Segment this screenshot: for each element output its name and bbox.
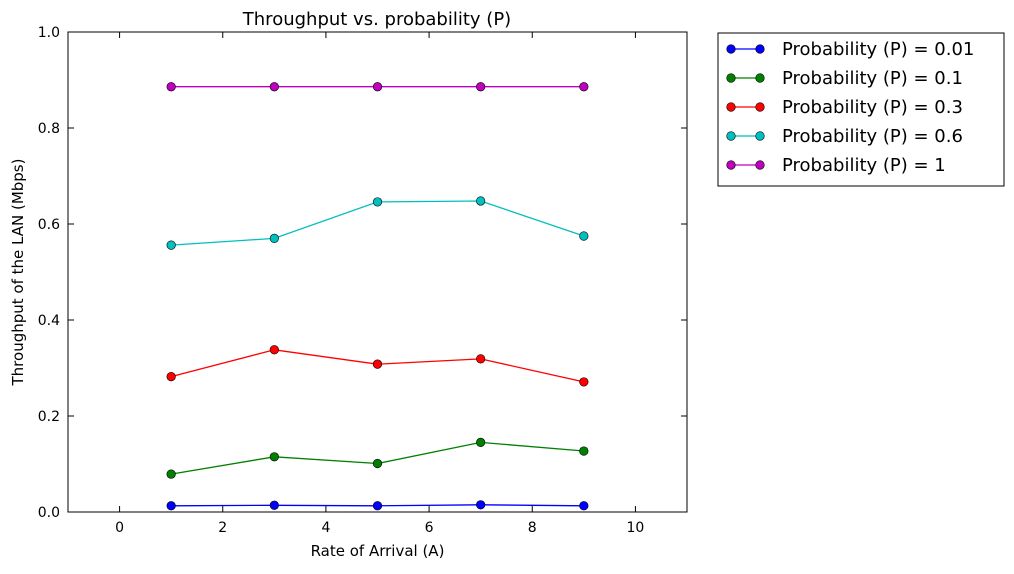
legend-marker-start-3 bbox=[726, 131, 736, 141]
y-tick-label-2: 0.4 bbox=[38, 313, 60, 329]
x-tick-label-0: 0 bbox=[115, 520, 124, 536]
legend-marker-start-0 bbox=[726, 44, 736, 54]
plot-frame bbox=[67, 31, 688, 513]
legend-marker-start-1 bbox=[726, 73, 736, 83]
legend: Probability (P) = 0.01 Probability (P) = … bbox=[717, 32, 1005, 187]
data-point-4-0 bbox=[166, 82, 176, 92]
legend-marker-start-2 bbox=[726, 102, 736, 112]
legend-marker-start-4 bbox=[726, 160, 736, 170]
legend-label-0: Probability (P) = 0.01 bbox=[782, 39, 974, 60]
legend-label-1: Probability (P) = 0.1 bbox=[782, 68, 963, 89]
data-point-4-1 bbox=[269, 82, 279, 92]
data-point-3-0 bbox=[166, 240, 176, 250]
legend-label-2: Probability (P) = 0.3 bbox=[782, 97, 963, 118]
x-tick-label-5: 10 bbox=[627, 520, 645, 536]
x-axis-label: Rate of Arrival (A) bbox=[311, 542, 445, 560]
data-point-3-4 bbox=[579, 231, 589, 241]
y-tick-label-0: 0.0 bbox=[38, 505, 60, 521]
data-point-2-4 bbox=[579, 377, 589, 387]
axes: 0 2 4 6 8 10 0.0 0.2 0.4 0.6 0.8 1.0 bbox=[38, 25, 688, 536]
legend-marker-end-1 bbox=[755, 73, 765, 83]
data-point-2-0 bbox=[166, 372, 176, 382]
x-tick-label-2: 4 bbox=[321, 520, 330, 536]
y-tick-label-4: 0.8 bbox=[38, 121, 60, 137]
data-point-2-2 bbox=[372, 359, 383, 369]
data-point-1-2 bbox=[372, 458, 383, 469]
x-tick-label-1: 2 bbox=[218, 520, 227, 536]
data-point-1-0 bbox=[166, 469, 176, 479]
chart-title: Throughput vs. probability (P) bbox=[242, 9, 511, 30]
series-line-3 bbox=[171, 200, 585, 246]
legend-marker-end-2 bbox=[755, 102, 765, 112]
data-point-4-3 bbox=[476, 82, 486, 92]
data-point-1-1 bbox=[269, 452, 279, 462]
data-point-0-0 bbox=[166, 501, 176, 511]
data-point-0-2 bbox=[372, 501, 383, 511]
data-point-4-2 bbox=[372, 82, 383, 92]
y-axis-label: Throughput of the LAN (Mbps) bbox=[9, 159, 27, 387]
data-point-0-4 bbox=[579, 501, 589, 511]
data-point-0-3 bbox=[476, 500, 486, 510]
data-point-4-4 bbox=[579, 82, 589, 92]
x-tick-label-3: 6 bbox=[425, 520, 434, 536]
data-point-1-3 bbox=[476, 437, 486, 448]
y-tick-label-1: 0.2 bbox=[38, 409, 60, 425]
data-point-1-4 bbox=[579, 446, 589, 456]
data-point-3-2 bbox=[372, 197, 383, 207]
legend-label-4: Probability (P) = 1 bbox=[782, 155, 946, 176]
data-point-3-3 bbox=[476, 196, 486, 206]
data-point-2-3 bbox=[476, 354, 486, 364]
data-point-0-1 bbox=[269, 500, 279, 510]
y-tick-label-3: 0.6 bbox=[38, 217, 60, 233]
legend-marker-end-0 bbox=[755, 44, 765, 54]
legend-marker-end-4 bbox=[755, 160, 765, 170]
y-tick-label-5: 1.0 bbox=[38, 25, 60, 41]
x-tick-label-4: 8 bbox=[528, 520, 537, 536]
legend-marker-end-3 bbox=[755, 131, 765, 141]
legend-box bbox=[717, 32, 1005, 187]
legend-label-3: Probability (P) = 0.6 bbox=[782, 126, 963, 147]
plot-area bbox=[166, 82, 589, 511]
series-line-1 bbox=[171, 441, 584, 475]
data-point-3-1 bbox=[269, 233, 279, 243]
data-point-2-1 bbox=[269, 345, 279, 355]
